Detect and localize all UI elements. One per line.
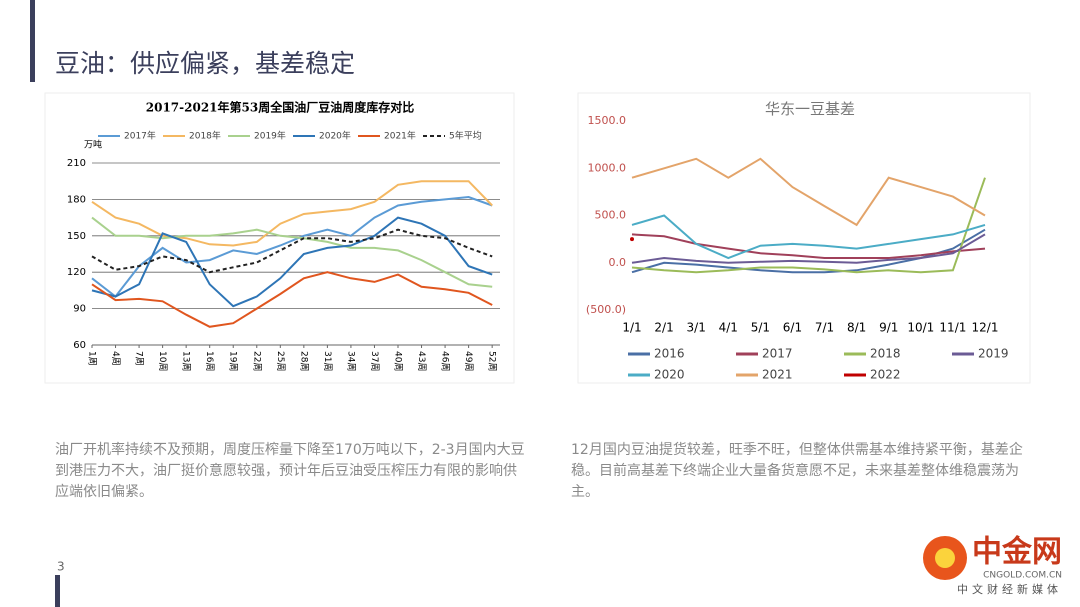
legend-label: 2019年	[254, 130, 286, 142]
slide-title: 豆油：供应偏紧，基差稳定	[55, 49, 355, 78]
legend-label: 5年平均	[449, 130, 482, 142]
y-tick-label: 500.0	[595, 209, 627, 222]
x-tick-label: 7/1	[815, 321, 834, 335]
x-tick-label: 4/1	[719, 321, 738, 335]
x-tick-label: 12/1	[972, 321, 999, 335]
x-tick-label: 52周	[487, 351, 498, 371]
chart-frame	[577, 92, 1031, 384]
legend-label: 2018年	[189, 130, 221, 142]
x-tick-label: 9/1	[879, 321, 898, 335]
series-line	[91, 271, 493, 328]
x-tick-label: 43周	[416, 351, 427, 371]
chart-title: 2017-2021年第53周全国油厂豆油周度库存对比	[146, 100, 414, 115]
x-tick-label: 10/1	[907, 321, 934, 335]
x-tick-label: 16周	[204, 351, 215, 371]
legend-label: 2022	[870, 368, 901, 382]
legend-label: 2016	[654, 347, 685, 361]
x-tick-label: 22周	[251, 351, 262, 371]
series-line	[631, 214, 986, 260]
series-line	[631, 233, 986, 259]
x-tick-label: 7周	[134, 351, 145, 366]
y-tick-label: 150	[67, 231, 86, 242]
logo-name: 中金网	[972, 535, 1062, 570]
x-tick-label: 19周	[228, 351, 239, 371]
paragraph: 油厂开机率持续不及预期，周度压榨量下降至170万吨以下，2-3月国内大豆到港压力…	[55, 442, 525, 500]
x-tick-label: 49周	[463, 351, 474, 371]
series-line	[91, 195, 493, 298]
y-tick-label: 0.0	[609, 256, 627, 269]
x-tick-label: 28周	[298, 351, 309, 371]
x-tick-label: 4周	[110, 351, 121, 366]
x-tick-label: 40周	[393, 351, 404, 371]
x-tick-label: 34周	[345, 351, 356, 371]
accent-bar	[30, 0, 35, 82]
legend-label: 2020年	[319, 130, 351, 142]
legend-label: 2018	[870, 347, 901, 361]
legend-label: 2021年	[384, 130, 416, 142]
y-tick-label: 210	[67, 158, 86, 169]
y-tick-label: 90	[73, 304, 86, 315]
logo-slogan: 中文财经新媒体	[957, 582, 1062, 596]
y-tick-label: 1500.0	[588, 114, 627, 127]
legend-label: 2021	[762, 368, 793, 382]
series-line	[91, 216, 493, 308]
y-tick-label: 180	[67, 194, 86, 205]
x-tick-label: 13周	[181, 351, 192, 371]
x-tick-label: 10周	[157, 351, 168, 371]
x-tick-label: 8/1	[847, 321, 866, 335]
series-line	[631, 233, 986, 264]
x-tick-label: 37周	[369, 351, 380, 371]
logo-icon	[935, 548, 955, 568]
x-tick-label: 3/1	[687, 321, 706, 335]
x-tick-label: 1周	[87, 351, 98, 366]
legend-label: 2020	[654, 368, 685, 382]
legend-label: 2019	[978, 347, 1009, 361]
y-tick-label: 120	[67, 267, 86, 278]
x-tick-label: 2/1	[654, 321, 673, 335]
accent-bar	[55, 575, 60, 607]
series-line	[91, 228, 493, 274]
y-tick-label: 1000.0	[588, 161, 627, 174]
y-tick-label: (500.0)	[586, 303, 626, 316]
y-axis-label: 万吨	[84, 139, 102, 151]
series-line	[631, 177, 986, 274]
logo-url: CNGOLD.COM.CN	[983, 571, 1062, 581]
x-tick-label: 25周	[275, 351, 286, 371]
series-line	[631, 157, 986, 227]
x-tick-label: 11/1	[939, 321, 966, 335]
legend-label: 2017	[762, 347, 793, 361]
chart-frame	[44, 92, 515, 384]
x-tick-label: 31周	[322, 351, 333, 371]
legend-label: 2017年	[124, 130, 156, 142]
page-number: 3	[57, 560, 65, 574]
paragraph: 12月国内豆油提货较差，旺季不旺，但整体供需基本维持紧平衡，基差企稳。目前高基差…	[571, 442, 1023, 500]
x-tick-label: 1/1	[622, 321, 641, 335]
y-tick-label: 60	[73, 340, 86, 351]
chart-title: 华东一豆基差	[765, 100, 855, 118]
x-tick-label: 5/1	[751, 321, 770, 335]
series-line	[91, 216, 493, 288]
series-point	[630, 237, 634, 242]
x-tick-label: 46周	[440, 351, 451, 371]
series-line	[91, 180, 493, 247]
x-tick-label: 6/1	[783, 321, 802, 335]
